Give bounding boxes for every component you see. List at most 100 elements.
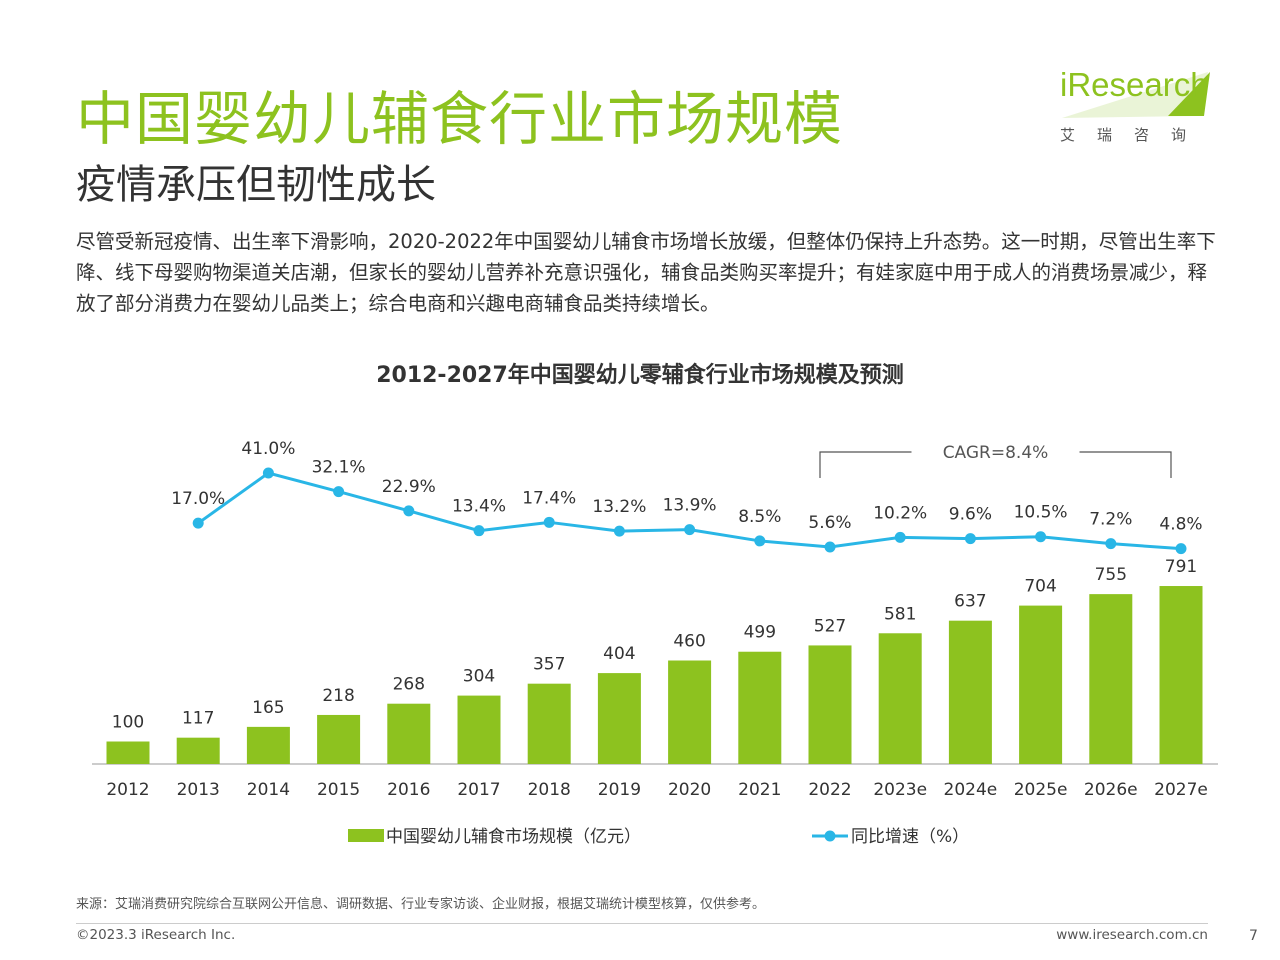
growth-label-2027e: 4.8% — [1159, 515, 1202, 535]
growth-point-2019 — [613, 525, 625, 537]
bar-label-2015: 218 — [322, 686, 354, 706]
bar-2012 — [106, 741, 150, 764]
cagr-annotation: CAGR=8.4% — [819, 443, 1172, 478]
page-title: 中国婴幼儿辅食行业市场规模 — [76, 85, 844, 153]
bar-label-2018: 357 — [533, 655, 565, 675]
bar-label-2026e: 755 — [1095, 565, 1127, 585]
bar-2023e — [878, 633, 922, 764]
growth-rate-labels: 17.0% 41.0% 32.1% 22.9% 13.4% 17.4% 13.2% 13.9%… — [171, 439, 1202, 535]
bar-2025e — [1019, 605, 1063, 764]
bar-2014 — [246, 726, 290, 764]
bar-label-2019: 404 — [603, 644, 635, 664]
x-tick-2021: 2021 — [738, 780, 781, 800]
growth-label-2023e: 10.2% — [873, 503, 927, 523]
x-tick-2024e: 2024e — [944, 780, 998, 800]
bar-2021 — [738, 651, 782, 764]
x-tick-2013: 2013 — [177, 780, 220, 800]
growth-point-2024e — [964, 533, 976, 545]
source-note: 来源：艾瑞消费研究院综合互联网公开信息、调研数据、行业专家访谈、企业财报，根据艾… — [76, 897, 766, 912]
bar-label-2016: 268 — [393, 675, 425, 695]
growth-label-2018: 17.4% — [522, 488, 576, 508]
growth-point-2027e — [1175, 543, 1187, 555]
x-tick-2016: 2016 — [387, 780, 430, 800]
bar-label-2017: 304 — [463, 667, 495, 687]
website-link[interactable]: www.iresearch.com.cn — [1056, 927, 1208, 943]
legend-bar-label: 中国婴幼儿辅食市场规模（亿元） — [386, 827, 641, 847]
growth-point-2017 — [473, 525, 485, 537]
growth-point-2016 — [403, 505, 415, 517]
bar-2015 — [317, 714, 361, 764]
logo-swoosh-icon — [1062, 72, 1210, 118]
x-tick-2018: 2018 — [528, 780, 571, 800]
bar-2019 — [597, 673, 641, 764]
bar-label-2020: 460 — [673, 632, 705, 652]
x-tick-2014: 2014 — [247, 780, 290, 800]
growth-point-2023e — [894, 531, 906, 543]
bar-2020 — [668, 660, 712, 764]
growth-label-2017: 13.4% — [452, 497, 506, 517]
footer-divider — [76, 923, 1208, 924]
growth-label-2024e: 9.6% — [949, 505, 992, 525]
bar-label-2022: 527 — [814, 616, 846, 636]
page-number: 7 — [1249, 928, 1258, 944]
bar-label-2027e: 791 — [1165, 557, 1197, 577]
growth-label-2019: 13.2% — [592, 497, 646, 517]
bar-2022 — [808, 645, 852, 764]
bar-label-2014: 165 — [252, 698, 284, 718]
growth-label-2020: 13.9% — [663, 496, 717, 516]
x-tick-2019: 2019 — [598, 780, 641, 800]
growth-label-2021: 8.5% — [738, 507, 781, 527]
x-tick-2015: 2015 — [317, 780, 360, 800]
growth-label-2015: 32.1% — [312, 458, 366, 478]
bar-2017 — [457, 695, 501, 764]
bar-label-2024e: 637 — [954, 592, 986, 612]
bar-2016 — [387, 703, 431, 764]
growth-label-2025e: 10.5% — [1014, 503, 1068, 523]
x-tick-2026e: 2026e — [1084, 780, 1138, 800]
x-tick-2027e: 2027e — [1154, 780, 1208, 800]
growth-point-2013 — [192, 517, 204, 529]
bar-2013 — [176, 737, 220, 764]
body-paragraph: 尽管受新冠疫情、出生率下滑影响，2020-2022年中国婴幼儿辅食市场增长放缓，… — [76, 230, 1216, 315]
chart-title: 2012-2027年中国婴幼儿零辅食行业市场规模及预测 — [376, 362, 904, 388]
growth-point-2018 — [543, 516, 555, 528]
growth-label-2014: 41.0% — [241, 439, 295, 459]
growth-point-2021 — [754, 535, 766, 547]
bar-value-labels: 100 117 165 218 268 304 357 404 460 499 527 581 637 7… — [112, 557, 1197, 732]
bar-label-2013: 117 — [182, 709, 214, 729]
x-tick-2020: 2020 — [668, 780, 711, 800]
growth-point-2026e — [1105, 538, 1117, 550]
x-tick-2012: 2012 — [106, 780, 149, 800]
logo-chinese: 艾瑞咨询 — [1060, 126, 1209, 144]
logo-wordmark: iResearch — [1060, 66, 1209, 103]
bar-2024e — [948, 620, 992, 764]
growth-point-2015 — [333, 486, 345, 498]
bar-label-2023e: 581 — [884, 604, 916, 624]
growth-point-2014 — [262, 467, 274, 479]
chart-legend: 中国婴幼儿辅食市场规模（亿元） 同比增速（%） — [348, 827, 969, 847]
x-tick-2022: 2022 — [808, 780, 851, 800]
legend-bar-swatch — [348, 829, 384, 842]
x-axis-tick-labels: 2012 2013 2014 2015 2016 2017 2018 2019 2020 2021… — [106, 780, 1208, 800]
bar-series — [106, 586, 1203, 764]
legend-line-label: 同比增速（%） — [851, 827, 969, 847]
iresearch-logo: iResearch 艾瑞咨询 — [1058, 66, 1218, 146]
bar-2018 — [527, 683, 571, 764]
growth-label-2026e: 7.2% — [1089, 510, 1132, 530]
x-tick-2017: 2017 — [457, 780, 500, 800]
growth-point-2020 — [684, 524, 696, 536]
x-tick-2023e: 2023e — [873, 780, 927, 800]
cagr-bracket-left — [819, 451, 912, 478]
cagr-bracket-right — [1079, 451, 1172, 478]
bar-2027e — [1159, 586, 1203, 764]
growth-point-2022 — [824, 541, 836, 553]
growth-point-2025e — [1035, 531, 1047, 543]
x-tick-2025e: 2025e — [1014, 780, 1068, 800]
market-size-chart: 2012-2027年中国婴幼儿零辅食行业市场规模及预测 100 117 165 218… — [92, 362, 1218, 847]
growth-rate-points — [192, 467, 1187, 555]
bar-2026e — [1089, 594, 1133, 764]
copyright: ©2023.3 iResearch Inc. — [76, 927, 236, 943]
cagr-label: CAGR=8.4% — [943, 443, 1049, 463]
growth-label-2016: 22.9% — [382, 477, 436, 497]
legend-line-marker — [824, 830, 836, 842]
